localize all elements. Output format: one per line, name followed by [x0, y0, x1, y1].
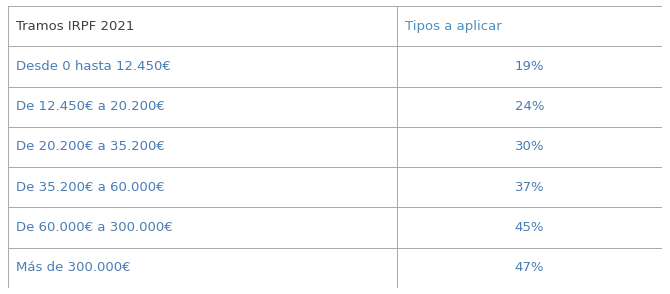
Text: Más de 300.000€: Más de 300.000€ [16, 261, 131, 275]
Bar [397, 6, 662, 46]
Bar [8, 46, 397, 86]
Bar [397, 86, 662, 127]
Text: De 60.000€ a 300.000€: De 60.000€ a 300.000€ [16, 221, 173, 234]
Text: 47%: 47% [515, 261, 544, 275]
Text: De 35.200€ a 60.000€: De 35.200€ a 60.000€ [16, 181, 165, 194]
Text: Tipos a aplicar: Tipos a aplicar [405, 19, 502, 33]
Bar [8, 208, 397, 248]
Text: Desde 0 hasta 12.450€: Desde 0 hasta 12.450€ [16, 60, 171, 73]
Bar [8, 6, 397, 46]
Bar [8, 127, 397, 167]
Bar [397, 167, 662, 208]
Bar [397, 248, 662, 288]
Text: Tramos IRPF 2021: Tramos IRPF 2021 [16, 19, 134, 33]
Text: 24%: 24% [515, 100, 544, 113]
Bar [8, 86, 397, 127]
Text: De 20.200€ a 35.200€: De 20.200€ a 35.200€ [16, 141, 165, 153]
Bar [8, 167, 397, 208]
Text: De 12.450€ a 20.200€: De 12.450€ a 20.200€ [16, 100, 165, 113]
Bar [397, 208, 662, 248]
Bar [8, 248, 397, 288]
Text: 30%: 30% [515, 141, 544, 153]
Bar [397, 127, 662, 167]
Bar [397, 46, 662, 86]
Text: 37%: 37% [515, 181, 544, 194]
Text: 45%: 45% [515, 221, 544, 234]
Text: 19%: 19% [515, 60, 544, 73]
